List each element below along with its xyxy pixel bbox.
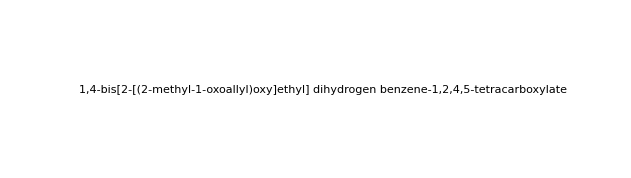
Text: 1,4-bis[2-[(2-methyl-1-oxoallyl)oxy]ethyl] dihydrogen benzene-1,2,4,5-tetracarbo: 1,4-bis[2-[(2-methyl-1-oxoallyl)oxy]ethy… — [80, 85, 567, 95]
